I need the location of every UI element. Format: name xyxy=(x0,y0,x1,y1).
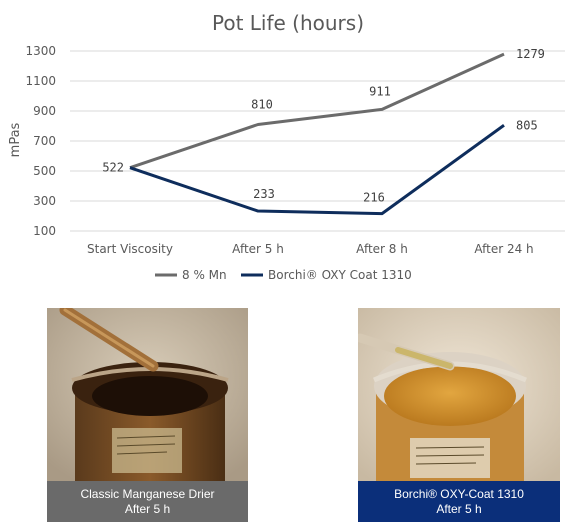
oxy-coat-caption: Borchi® OXY-Coat 1310 After 5 h xyxy=(358,481,560,522)
legend-label: 8 % Mn xyxy=(182,268,227,282)
x-tick-label: After 5 h xyxy=(232,242,284,256)
chart-title: Pot Life (hours) xyxy=(212,11,364,35)
data-label: 1279 xyxy=(516,47,545,61)
classic-drier-caption-line1: Classic Manganese Drier xyxy=(80,486,215,501)
y-tick-label: 1100 xyxy=(25,74,56,88)
y-tick-label: 1300 xyxy=(25,44,56,58)
data-label: 216 xyxy=(363,191,385,205)
x-tick-label: After 24 h xyxy=(474,242,533,256)
classic-drier-caption: Classic Manganese Drier After 5 h xyxy=(47,481,248,522)
data-label: 805 xyxy=(516,118,538,132)
y-axis-label: mPas xyxy=(8,122,23,157)
oxy-coat-caption-line1: Borchi® OXY-Coat 1310 xyxy=(394,486,524,501)
oxy-coat-photo xyxy=(358,308,560,481)
pot-life-chart: Pot Life (hours) mPas 100 300 500 700 900 110… xyxy=(8,11,565,282)
classic-drier-photo xyxy=(47,308,248,481)
legend-label: Borchi® OXY Coat 1310 xyxy=(268,268,412,282)
series-line-oxy-coat xyxy=(129,124,505,216)
y-tick-label: 900 xyxy=(33,104,56,118)
x-tick-label: After 8 h xyxy=(356,242,408,256)
x-tick-label: Start Viscosity xyxy=(87,242,173,256)
oxy-coat-caption-line2: After 5 h xyxy=(436,501,482,516)
data-label: 911 xyxy=(369,84,391,98)
y-tick-label: 300 xyxy=(33,194,56,208)
data-label: 522 xyxy=(102,161,124,175)
classic-drier-caption-line2: After 5 h xyxy=(124,501,171,516)
data-label: 810 xyxy=(251,98,273,112)
data-label: 233 xyxy=(253,187,275,201)
y-tick-label: 100 xyxy=(33,224,56,238)
series-line-mn xyxy=(129,52,505,170)
y-tick-label: 500 xyxy=(33,164,56,178)
y-tick-label: 700 xyxy=(33,134,56,148)
